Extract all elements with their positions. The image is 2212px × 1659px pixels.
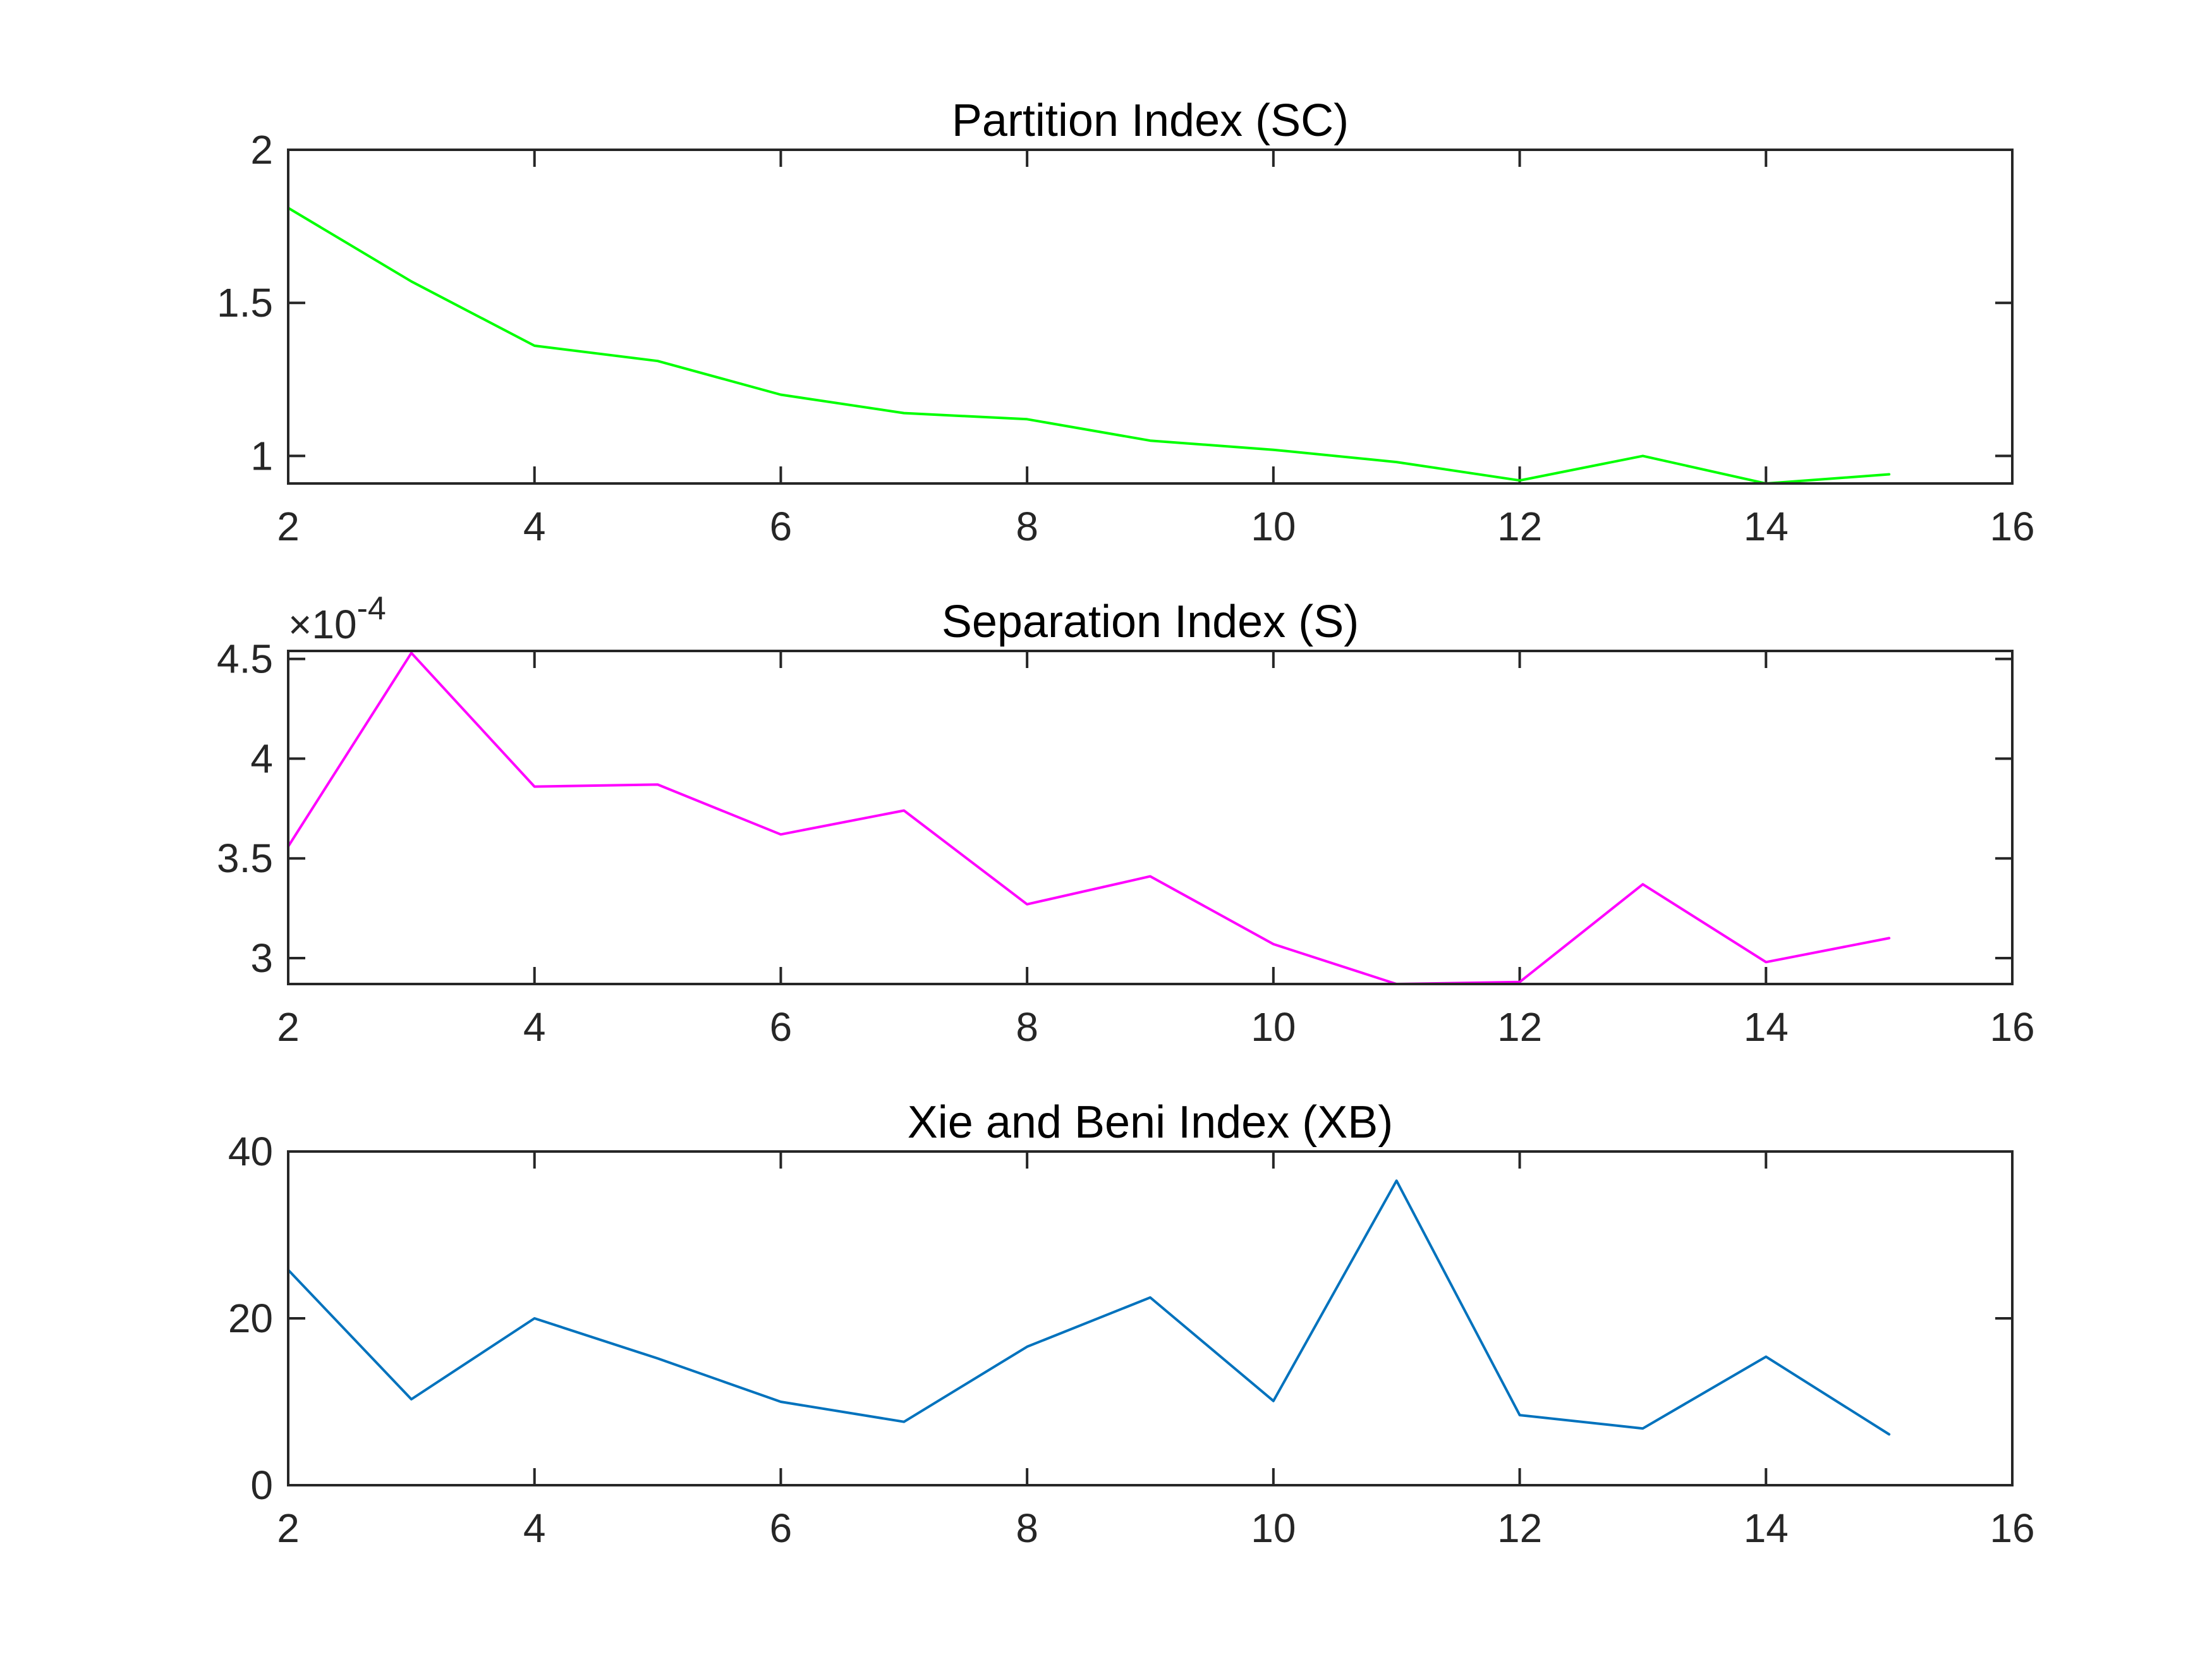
x-tick-labels: 2 4 6 8 10 12 14 16 [277, 504, 2034, 549]
y-tick-label: 1 [250, 433, 273, 478]
data-point [1519, 480, 1521, 481]
x-tick-label: 16 [1990, 1505, 2034, 1551]
y-tick-labels: 3 3.5 4 4.5 [217, 636, 273, 981]
data-point [1026, 418, 1028, 420]
y-tick-label: 4.5 [217, 636, 273, 682]
data-point [1519, 981, 1521, 983]
y-tick-label: 0 [250, 1462, 273, 1508]
y-tick-label: 40 [228, 1129, 273, 1174]
x-tick-label: 2 [277, 1505, 300, 1551]
x-tick-label: 16 [1990, 1004, 2034, 1050]
exponent-label: ×10-4 [288, 590, 386, 647]
x-tick-label: 2 [277, 504, 300, 549]
x-tick-label: 6 [770, 1004, 793, 1050]
y-tick-label: 2 [250, 127, 273, 173]
axes-box [287, 149, 2014, 485]
y-tick-labels: 11.52 [217, 127, 273, 478]
x-tick-label: 2 [277, 1004, 300, 1050]
x-tick-label: 12 [1497, 1505, 1542, 1551]
x-tick-label: 8 [1016, 1505, 1038, 1551]
data-point [1396, 461, 1397, 463]
x-tick-label: 12 [1497, 1004, 1542, 1050]
data-points [288, 1180, 1890, 1435]
panel-partition-index: Partition Index (SC) 2 4 6 8 10 12 14 16 11.52 [217, 95, 2035, 549]
x-tick-label: 4 [523, 1004, 546, 1050]
y-tick-labels: 0 20 40 [228, 1129, 273, 1508]
data-point [1150, 876, 1151, 877]
data-points [288, 207, 1890, 484]
x-tick-label: 10 [1251, 504, 1296, 549]
data-point [657, 360, 659, 362]
x-tick-label: 12 [1497, 504, 1542, 549]
data-points [288, 652, 1890, 985]
data-point [1150, 1297, 1151, 1298]
chart-title: Partition Index (SC) [952, 95, 1349, 146]
x-tick-label: 14 [1744, 504, 1789, 549]
x-tick-labels: 2 4 6 8 10 12 14 16 [277, 1004, 2034, 1050]
x-tick-label: 8 [1016, 504, 1038, 549]
panel-separation-index: Separation Index (S) ×10-4 2 4 6 8 10 12 14 16 … [217, 590, 2035, 1050]
y-tick-label: 4 [250, 736, 273, 781]
series-line [287, 207, 1891, 485]
x-tick-label: 16 [1990, 504, 2034, 549]
data-point [1519, 1414, 1521, 1416]
data-point [1026, 1346, 1028, 1347]
x-tick-label: 4 [523, 1505, 546, 1551]
tick-marks [287, 149, 2014, 483]
series-line [287, 1179, 1891, 1436]
data-point [657, 1358, 659, 1359]
chart-title: Xie and Beni Index (XB) [908, 1097, 1393, 1148]
y-tick-label: 3.5 [217, 836, 273, 881]
data-point [657, 784, 659, 785]
data-point [534, 1318, 535, 1319]
chart-title: Separation Index (S) [942, 597, 1359, 647]
x-tick-label: 10 [1251, 1004, 1296, 1050]
y-tick-label: 3 [250, 935, 273, 981]
y-tick-label: 1.5 [217, 280, 273, 325]
x-tick-label: 6 [770, 504, 793, 549]
data-point [534, 786, 535, 787]
x-tick-labels: 2 4 6 8 10 12 14 16 [277, 1505, 2034, 1551]
tick-marks [287, 1150, 2014, 1486]
x-tick-label: 10 [1251, 1505, 1296, 1551]
panel-xie-beni-index: Xie and Beni Index (XB) 2 4 6 8 10 12 14 16 0 20… [228, 1097, 2035, 1551]
x-tick-label: 8 [1016, 1004, 1038, 1050]
x-tick-label: 14 [1744, 1505, 1789, 1551]
x-tick-label: 6 [770, 1505, 793, 1551]
axes-box [287, 650, 2014, 985]
data-point [1888, 937, 1890, 939]
axes-box [287, 1150, 2014, 1486]
data-point [1888, 473, 1890, 475]
tick-marks [287, 651, 2014, 984]
x-tick-label: 4 [523, 504, 546, 549]
y-tick-label: 20 [228, 1296, 273, 1341]
series-line [287, 652, 1891, 985]
x-tick-label: 14 [1744, 1004, 1789, 1050]
data-point [1888, 1433, 1890, 1435]
